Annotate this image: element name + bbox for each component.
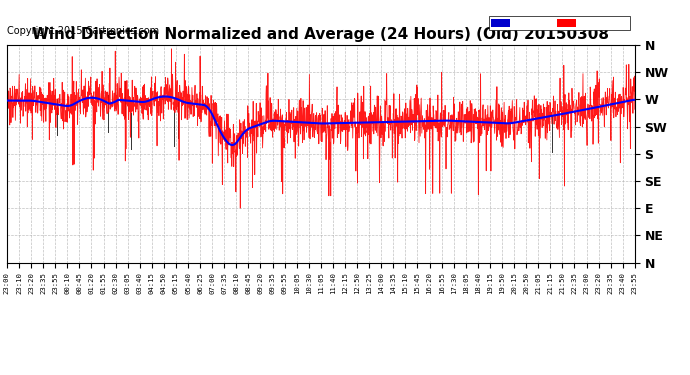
Text: Copyright 2015 Cartronics.com: Copyright 2015 Cartronics.com (7, 26, 159, 36)
Title: Wind Direction Normalized and Average (24 Hours) (Old) 20150308: Wind Direction Normalized and Average (2… (32, 27, 609, 42)
Legend: Median, Direction: Median, Direction (489, 16, 630, 30)
